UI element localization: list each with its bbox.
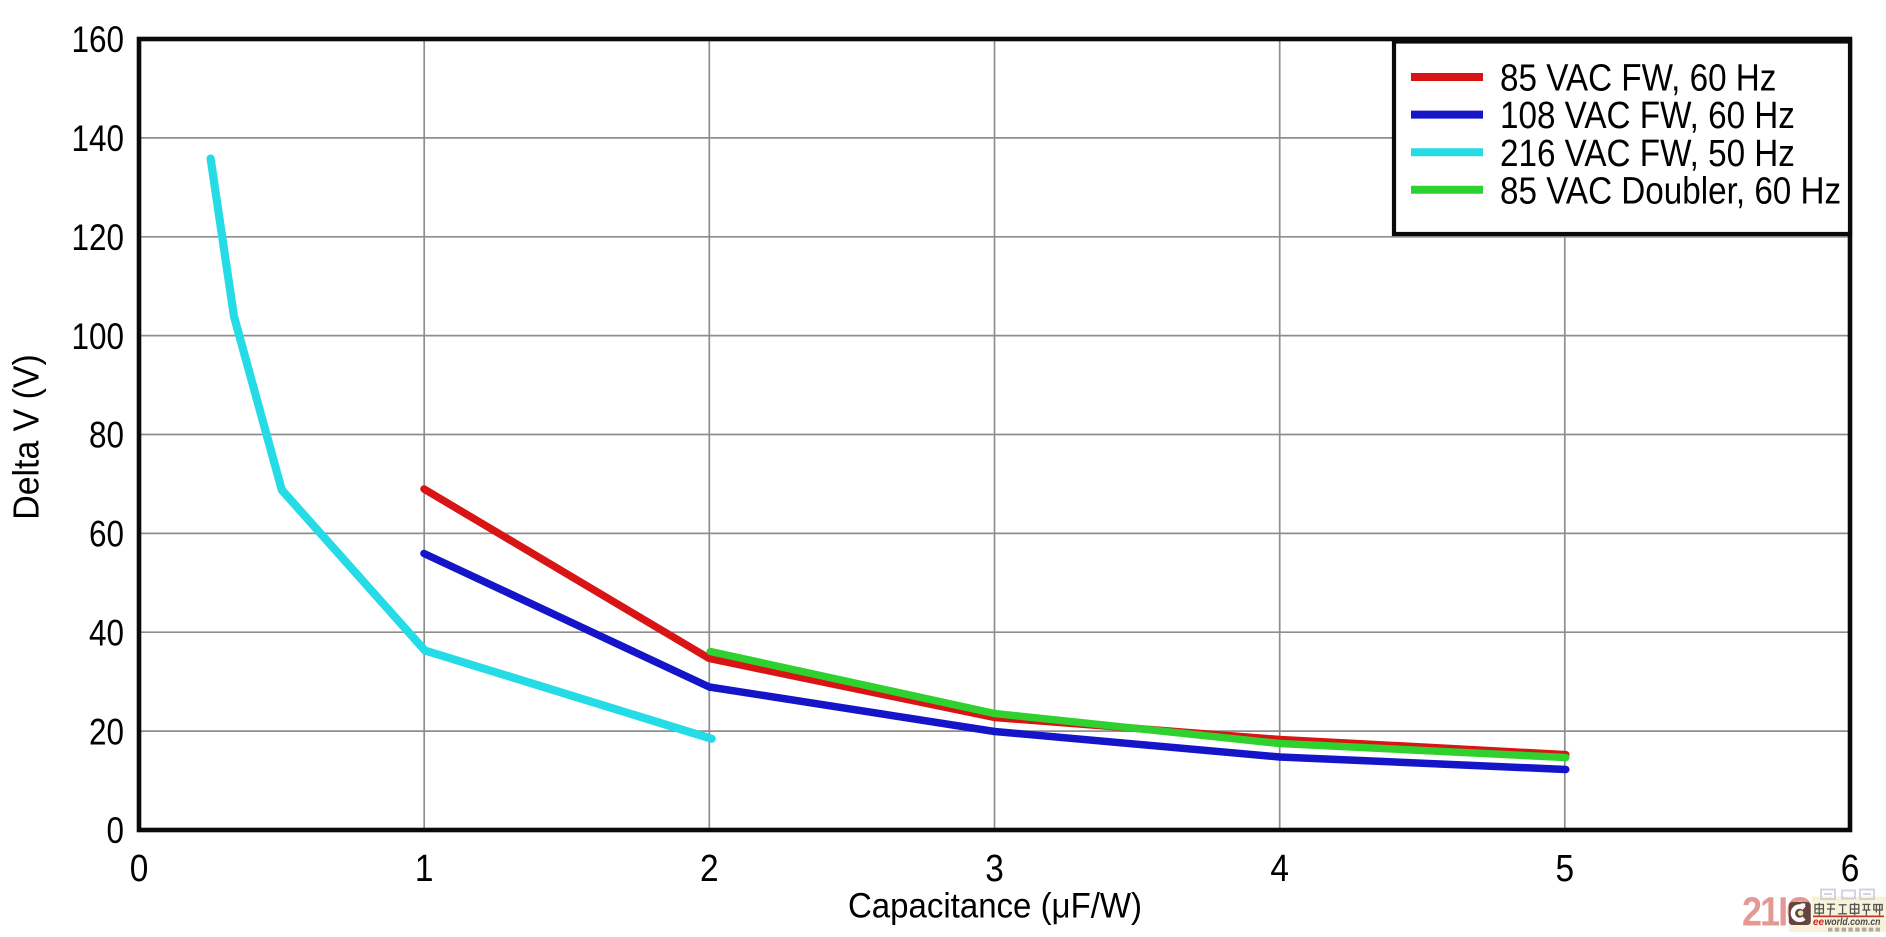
svg-text:Delta V (V): Delta V (V) [7, 354, 47, 519]
svg-text:0: 0 [130, 847, 149, 889]
svg-text:160: 160 [72, 20, 124, 61]
svg-text:140: 140 [72, 119, 124, 160]
svg-text:60: 60 [89, 514, 124, 555]
svg-text:0: 0 [107, 811, 124, 852]
svg-text:40: 40 [89, 613, 124, 654]
svg-text:216 VAC FW, 50 Hz: 216 VAC FW, 50 Hz [1500, 132, 1795, 175]
svg-text:80: 80 [89, 415, 124, 456]
svg-text:108 VAC FW, 60 Hz: 108 VAC FW, 60 Hz [1500, 94, 1795, 137]
svg-text:5: 5 [1556, 847, 1575, 889]
svg-text:85 VAC FW, 60 Hz: 85 VAC FW, 60 Hz [1500, 57, 1776, 100]
svg-text:120: 120 [72, 218, 124, 259]
svg-text:ee: ee [1813, 916, 1824, 928]
svg-text:world.com.cn: world.com.cn [1825, 916, 1881, 928]
svg-text:85 VAC Doubler, 60 Hz: 85 VAC Doubler, 60 Hz [1500, 169, 1841, 212]
svg-text:3: 3 [985, 847, 1004, 889]
svg-text:20: 20 [89, 712, 124, 753]
svg-text:100: 100 [72, 316, 124, 357]
svg-text:Capacitance (μF/W): Capacitance (μF/W) [848, 887, 1142, 926]
svg-text:1: 1 [415, 847, 434, 889]
svg-text:4: 4 [1270, 847, 1289, 889]
svg-text:2: 2 [700, 847, 719, 889]
svg-text:6: 6 [1841, 847, 1860, 889]
